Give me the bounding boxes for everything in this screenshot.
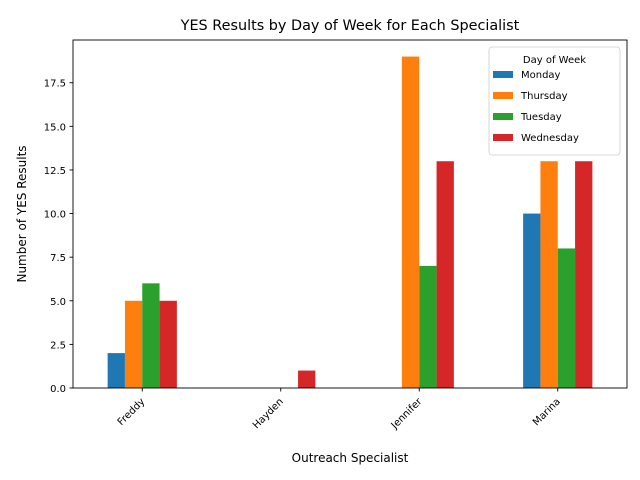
y-axis-label: Number of YES Results (15, 145, 29, 282)
x-tick-label: Jennifer (389, 396, 425, 432)
y-tick-label: 5.0 (50, 297, 66, 308)
bar-freddy-thursday (124, 300, 143, 388)
legend-label-wednesday: Wednesday (521, 133, 579, 144)
legend-label-thursday: Thursday (520, 91, 568, 102)
bar-freddy-monday (107, 353, 125, 388)
bar-jennifer-wednesday (436, 161, 454, 388)
legend-title: Day of Week (523, 55, 586, 66)
y-axis: 0.0 2.5 5.0 7.5 10.0 12.5 15.0 17.5 (44, 79, 73, 395)
y-tick-label: 15.0 (44, 122, 66, 133)
x-tick-label: Hayden (251, 396, 286, 431)
legend: Day of Week Monday Thursday Tuesday Wednesda… (488, 46, 621, 156)
bar-jennifer-tuesday (419, 265, 437, 388)
chart-title: YES Results by Day of Week for Each Spec… (180, 18, 520, 34)
legend-swatch-monday (493, 71, 513, 78)
legend-swatch-tuesday (493, 113, 513, 120)
y-tick-label: 10.0 (44, 210, 66, 221)
legend-swatch-thursday (493, 92, 513, 99)
bar-freddy-tuesday (142, 283, 160, 388)
legend-label-tuesday: Tuesday (520, 112, 562, 123)
y-tick-label: 17.5 (44, 79, 66, 90)
x-tick-label: Marina (531, 396, 563, 428)
bar-marina-wednesday (575, 161, 593, 388)
x-axis-label: Outreach Specialist (292, 451, 409, 465)
bar-jennifer-thursday (401, 56, 420, 388)
x-axis: Freddy Hayden Jennifer Marina (116, 388, 563, 432)
bar-freddy-wednesday (159, 300, 177, 388)
y-tick-label: 0.0 (50, 384, 66, 395)
y-tick-label: 7.5 (50, 253, 66, 264)
legend-box (488, 46, 621, 156)
legend-swatch-wednesday (493, 134, 513, 141)
y-tick-label: 12.5 (44, 166, 66, 177)
bar-marina-tuesday (557, 248, 576, 388)
bar-marina-monday (523, 213, 541, 388)
y-tick-label: 2.5 (50, 340, 66, 351)
x-tick-label: Freddy (116, 396, 148, 428)
bar-hayden-wednesday (298, 370, 316, 388)
legend-label-monday: Monday (521, 70, 561, 81)
bar-marina-thursday (540, 161, 558, 388)
bars-group (107, 56, 593, 388)
